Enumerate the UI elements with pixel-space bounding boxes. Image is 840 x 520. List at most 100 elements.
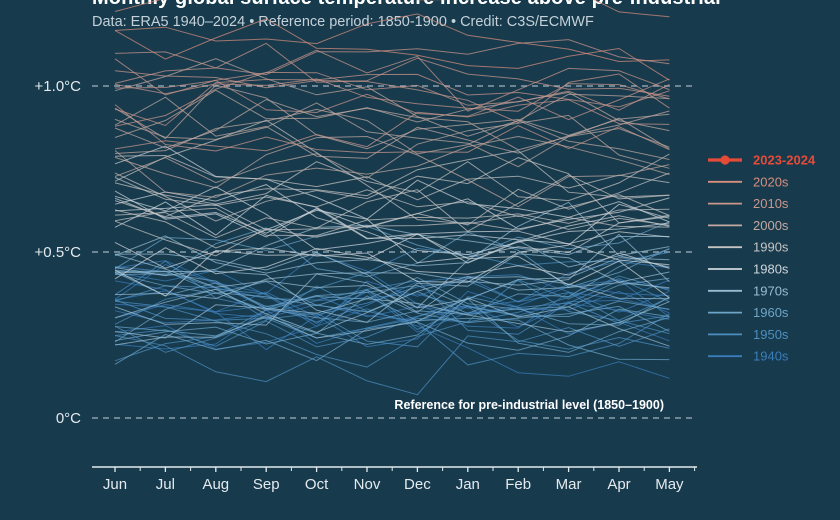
decade-line-2010s-2014 xyxy=(114,78,670,121)
x-tick-label: Nov xyxy=(354,476,381,493)
decade-line-1960s-1963 xyxy=(114,270,670,318)
decade-line-2010s-2011 xyxy=(114,99,670,152)
decade-line-2010s-2012 xyxy=(114,104,670,154)
x-axis: Jun Jul Aug Sep Oct Nov Dec Jan Feb Mar Apr May xyxy=(92,466,697,493)
decade-line-2020s-2022 xyxy=(114,0,670,18)
reference-label: Reference for pre-industrial level (1850… xyxy=(394,398,664,412)
decade-line-1980s-1989 xyxy=(114,145,670,223)
decade-line-1980s-1980 xyxy=(114,247,670,280)
decade-line-1990s-1998 xyxy=(114,174,670,239)
decade-line-1980s-1986 xyxy=(114,186,670,266)
legend-label: 1990s xyxy=(753,240,789,255)
reference-annotation: Reference for pre-industrial level (1850… xyxy=(394,398,664,412)
legend-label: 2020s xyxy=(753,174,789,189)
decade-line-1990s-1993 xyxy=(114,119,670,230)
decade-line-2000s-2004 xyxy=(114,108,670,160)
decade-line-1970s-1977 xyxy=(114,253,670,309)
legend-swatch-marker xyxy=(720,155,730,165)
legend-item-1960s: 1960s xyxy=(708,305,789,320)
x-tick-label: Oct xyxy=(305,476,329,493)
x-tick-label: May xyxy=(655,476,684,493)
decade-line-1940s-1947 xyxy=(114,252,670,329)
legend-item-1990s: 1990s xyxy=(708,240,789,255)
decade-line-1970s-1976 xyxy=(114,275,670,333)
decade-line-1990s-1997 xyxy=(114,150,670,218)
x-tick-label: Jun xyxy=(103,476,127,493)
decade-line-2020s-2020 xyxy=(114,13,670,63)
decade-lines xyxy=(114,0,670,396)
legend-label: 1960s xyxy=(753,305,789,320)
x-tick-label: Sep xyxy=(253,476,280,493)
decade-line-1950s-1957 xyxy=(114,280,670,348)
decade-line-2000s-2009 xyxy=(114,89,670,138)
decade-line-1990s-1999 xyxy=(114,157,670,224)
legend-label: 2000s xyxy=(753,218,789,233)
y-axis-labels: 0°C+0.5°C+1.0°C+1.5°C+2.0°C xyxy=(35,78,82,427)
decade-line-1980s-1985 xyxy=(114,204,670,264)
decade-line-1970s-1971 xyxy=(114,297,670,347)
y-tick-label: 0°C xyxy=(56,410,81,427)
x-tick-label: Aug xyxy=(202,476,229,493)
decade-line-1970s-1979 xyxy=(114,201,670,309)
decade-line-2010s-2018 xyxy=(114,39,670,76)
legend-item-1940s: 1940s xyxy=(708,349,789,364)
decade-line-2020s-2021 xyxy=(114,18,670,81)
legend-label: 1980s xyxy=(753,262,789,277)
decade-line-1970s-1973 xyxy=(114,233,670,300)
decade-line-1960s-1961 xyxy=(114,295,670,361)
decade-line-2010s-2015 xyxy=(114,73,670,127)
decade-line-1970s-1972 xyxy=(114,298,670,339)
x-tick-label: Apr xyxy=(607,476,630,493)
decade-line-1950s-1956 xyxy=(114,278,670,339)
legend-item-2000s: 2000s xyxy=(708,218,789,233)
x-tick-label: Jan xyxy=(456,476,480,493)
decade-line-2000s-2008 xyxy=(114,84,670,150)
chart-title: Monthly global surface temperature incre… xyxy=(92,0,721,10)
decade-line-2010s-2013 xyxy=(114,71,670,127)
legend-label: 2010s xyxy=(753,196,789,211)
decade-line-1950s-1953 xyxy=(114,280,670,348)
decade-line-1990s-1994 xyxy=(114,177,670,218)
y-tick-label: +0.5°C xyxy=(35,244,82,261)
x-tick-label: Mar xyxy=(556,476,582,493)
decade-line-1960s-1969 xyxy=(114,227,670,288)
legend-label: 1950s xyxy=(753,327,789,342)
decade-line-1990s-1995 xyxy=(114,216,670,257)
legend-label: 2023-2024 xyxy=(753,153,816,168)
decade-line-1990s-1990 xyxy=(114,172,670,249)
x-tick-label: Feb xyxy=(505,476,531,493)
decade-line-2000s-2001 xyxy=(114,135,670,208)
y-tick-label: +1.0°C xyxy=(35,78,82,95)
decade-line-1960s-1966 xyxy=(114,271,670,310)
decade-line-2000s-2002 xyxy=(114,102,670,168)
decade-line-1960s-1962 xyxy=(114,273,670,326)
legend-label: 1940s xyxy=(753,349,789,364)
decade-line-1980s-1981 xyxy=(114,233,670,299)
chart-subtitle: Data: ERA5 1940–2024 • Reference period:… xyxy=(92,14,594,30)
decade-line-2010s-2016 xyxy=(114,42,670,97)
decade-line-2000s-2005 xyxy=(114,135,670,198)
decade-line-1980s-1982 xyxy=(114,203,670,283)
legend-item-1950s: 1950s xyxy=(708,327,789,342)
decade-line-1990s-1991 xyxy=(114,207,670,237)
decade-line-1940s-1943 xyxy=(114,279,670,322)
legend-item-2023-2024: 2023-2024 xyxy=(708,153,816,168)
decade-line-2010s-2010 xyxy=(114,78,670,112)
decade-line-1960s-1964 xyxy=(114,297,670,353)
decade-line-2010s-2019 xyxy=(114,49,670,112)
legend: 2023-2024 2020s 2010s 2000s 1990s 1980s 1970s 1… xyxy=(708,153,816,364)
legend-item-2010s: 2010s xyxy=(708,196,789,211)
decade-line-1970s-1974 xyxy=(114,253,670,323)
legend-item-2020s: 2020s xyxy=(708,174,789,189)
legend-label: 1970s xyxy=(753,283,789,298)
decade-line-1950s-1958 xyxy=(114,275,670,368)
legend-item-1980s: 1980s xyxy=(708,262,789,277)
decade-line-1980s-1987 xyxy=(114,197,670,264)
decade-line-2000s-2006 xyxy=(114,98,670,151)
decade-line-1970s-1978 xyxy=(114,224,670,277)
x-tick-label: Dec xyxy=(404,476,431,493)
x-tick-label: Jul xyxy=(156,476,175,493)
decade-line-2000s-2000 xyxy=(114,114,670,184)
legend-item-1970s: 1970s xyxy=(708,283,789,298)
